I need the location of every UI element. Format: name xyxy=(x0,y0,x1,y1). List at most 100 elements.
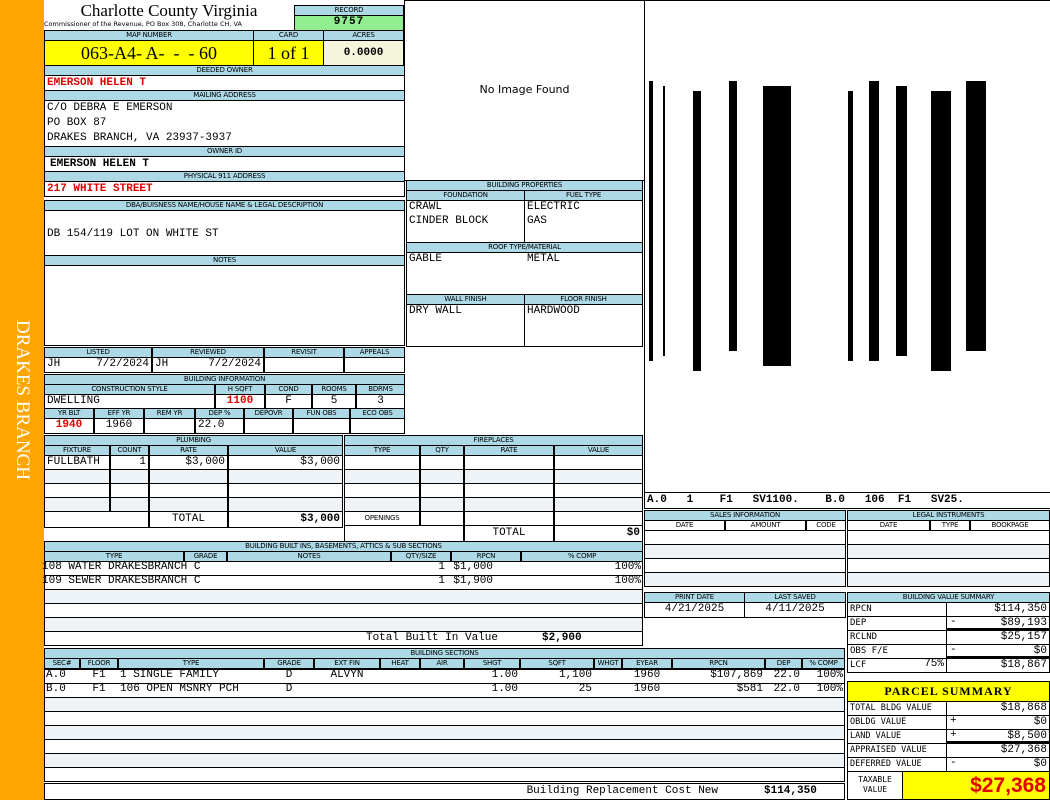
building-info-value: 5 xyxy=(312,394,356,409)
building-section-cell: 1 SINGLE FAMILY xyxy=(120,669,220,681)
sales-row xyxy=(644,530,846,545)
built-in-rpcn: $1,000 xyxy=(453,561,493,573)
parcel-summary-label: TOTAL BLDG VALUE xyxy=(847,701,947,716)
parcel-summary-sign: + xyxy=(950,729,957,741)
building-info-value xyxy=(144,418,195,434)
building-sections-header: GRADE xyxy=(264,658,314,669)
building-section-cell: $581 xyxy=(736,683,763,695)
building-section-cell: 22.0 xyxy=(773,683,800,695)
building-info-value: 1940 xyxy=(44,418,94,434)
plumbing-cell xyxy=(149,497,228,512)
parcel-summary-value: $0 xyxy=(946,715,1050,730)
legal-row xyxy=(847,544,1050,559)
legal-row xyxy=(847,558,1050,573)
building-sections-header: SHGT xyxy=(464,658,520,669)
plumbing-total-label: TOTAL xyxy=(149,511,228,528)
listed-date: 7/2/2024 xyxy=(96,358,149,370)
value-summary-sign: - xyxy=(950,616,957,628)
building-section-cell: 100% xyxy=(816,683,843,695)
building-sections-header: AIR xyxy=(420,658,464,669)
parcel-summary-value: $8,500 xyxy=(946,729,1050,744)
taxable-value: $27,368 xyxy=(902,771,1050,800)
parcel-summary-label: APPRAISED VALUE xyxy=(847,743,947,758)
building-section-cell: 1.00 xyxy=(491,683,518,695)
building-section-cell: ALVYN xyxy=(330,669,364,681)
building-sections-header: WHGT xyxy=(594,658,622,669)
fireplace-total-blank xyxy=(344,525,464,542)
district-label: DRAKES BRANCH xyxy=(12,320,33,480)
sketch-stroke xyxy=(763,86,791,366)
plumbing-cell xyxy=(44,469,110,484)
sketch-stroke xyxy=(869,81,879,361)
notes-box xyxy=(44,265,405,346)
fireplace-total-label: TOTAL xyxy=(464,525,554,542)
plumbing-cell: $3,000 xyxy=(228,455,343,470)
building-section-row xyxy=(44,711,845,726)
built-in-row xyxy=(44,617,643,632)
deeded-owner: EMERSON HELEN T xyxy=(44,75,405,91)
building-section-row xyxy=(44,739,845,754)
building-section-cell: 100% xyxy=(816,669,843,681)
plumbing-cell xyxy=(228,483,343,498)
replacement-cost-total: $114,350 xyxy=(764,785,817,797)
built-in-qty: 1 xyxy=(438,575,445,587)
fireplace-openings-label: OPENINGS xyxy=(344,511,420,526)
fireplace-cell xyxy=(420,483,464,498)
acres-value: 0.0000 xyxy=(323,40,404,66)
building-section-cell: D xyxy=(285,683,293,695)
building-sections-header: FLOOR xyxy=(80,658,118,669)
fireplace-cell xyxy=(420,497,464,512)
foundation-value: CRAWL xyxy=(409,201,443,213)
building-info-value: 3 xyxy=(356,394,405,409)
sales-row xyxy=(644,558,846,573)
fireplace-cell xyxy=(554,497,643,512)
built-in-row xyxy=(44,589,643,604)
plumbing-cell xyxy=(228,469,343,484)
listed-cell xyxy=(44,357,152,373)
value-summary-label: OBS F/E xyxy=(847,644,947,659)
built-in-type: 108 WATER DRAKESBRANCH C xyxy=(42,561,201,573)
value-summary-value: $0 xyxy=(946,644,1050,659)
floor-finish: HARDWOOD xyxy=(524,304,643,347)
district-sidebar: DRAKES BRANCH xyxy=(0,0,44,800)
physical-address: 217 WHITE STREET xyxy=(44,181,405,197)
owner-id: EMERSON HELEN T xyxy=(44,156,405,172)
revisit-cell xyxy=(264,357,344,373)
mailing-address-line: C/O DEBRA E EMERSON xyxy=(47,102,173,114)
built-in-comp: 100% xyxy=(614,575,641,587)
building-info-value: 1100 xyxy=(215,394,265,409)
building-info-value: 1960 xyxy=(94,418,144,434)
parcel-summary-sign: + xyxy=(950,715,957,727)
sketch-stroke xyxy=(693,91,701,371)
parcel-summary-label: OBLDG VALUE xyxy=(847,715,947,730)
last-saved-date: 4/11/2025 xyxy=(744,602,846,618)
building-info-value xyxy=(293,418,350,434)
plumbing-cell xyxy=(44,483,110,498)
built-in-comp: 100% xyxy=(614,561,641,573)
building-sections-header: EXT FIN xyxy=(314,658,380,669)
value-summary-value: $89,193 xyxy=(946,616,1050,631)
map-number: 063-A4- A- - - 60 xyxy=(44,40,254,66)
building-section-cell: 22.0 xyxy=(773,669,800,681)
plumbing-cell: $3,000 xyxy=(149,455,228,470)
building-section-cell: $107,869 xyxy=(710,669,763,681)
built-in-total-label: Total Built In Value xyxy=(365,632,498,644)
roof-type: GABLE xyxy=(409,253,443,265)
plumbing-cell xyxy=(228,497,343,512)
sales-row xyxy=(644,544,846,559)
building-section-row xyxy=(44,725,845,740)
legal-row xyxy=(847,572,1050,587)
listed-by: JH xyxy=(47,358,61,370)
sketch-stroke xyxy=(729,81,737,351)
parcel-summary-value: $27,368 xyxy=(946,743,1050,758)
building-section-cell: B.0 xyxy=(46,683,66,695)
building-info-value xyxy=(350,418,405,434)
building-section-cell: 25 xyxy=(578,683,592,695)
parcel-summary-label: LAND VALUE xyxy=(847,729,947,744)
plumbing-cell: FULLBATH xyxy=(44,455,110,470)
commissioner-subtitle: Commissioner of the Revenue, PO Box 308,… xyxy=(44,20,242,28)
legal-row xyxy=(847,530,1050,545)
sketch-stroke xyxy=(931,91,951,371)
building-section-row xyxy=(44,767,845,782)
card-number: 1 of 1 xyxy=(253,40,324,66)
